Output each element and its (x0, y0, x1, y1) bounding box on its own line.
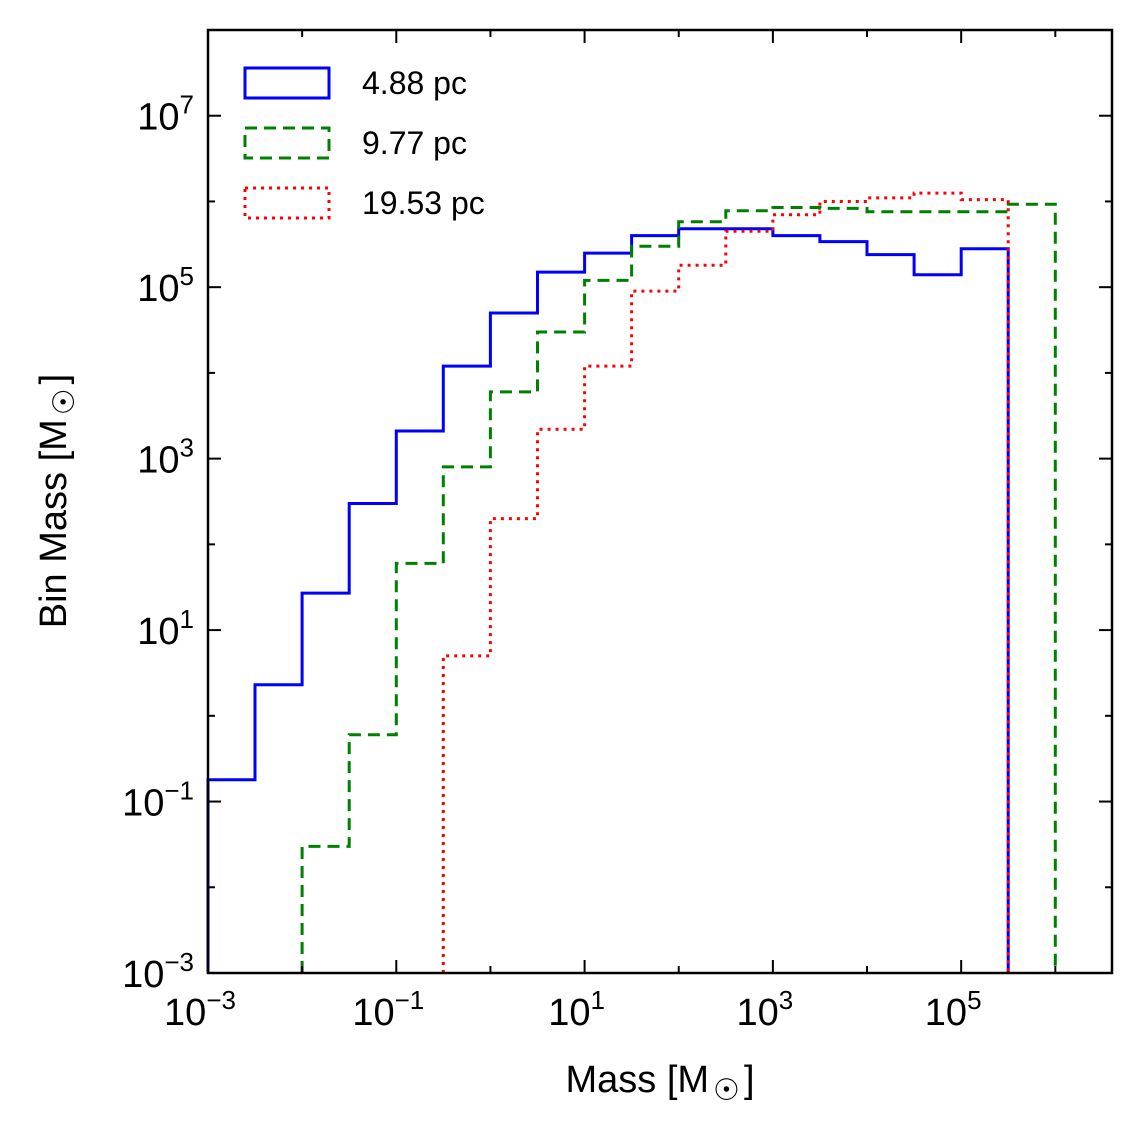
series-line-2 (300, 202, 1057, 973)
y-tick-label: 101 (137, 604, 194, 653)
y-axis-label: Bin Mass [M☉] (33, 374, 81, 629)
x-axis-label: Mass [M ☉] (565, 1059, 754, 1107)
x-tick-label: 10−3 (164, 985, 236, 1034)
series-line-3 (441, 191, 1010, 973)
y-tick-label: 105 (137, 261, 194, 310)
plot-frame (206, 28, 1114, 975)
x-tick-label: 105 (925, 985, 982, 1034)
y-tick-label: 10−3 (122, 947, 194, 996)
legend-swatch-3 (243, 186, 331, 220)
x-tick-label: 103 (737, 985, 794, 1034)
legend-swatch-1 (243, 66, 331, 100)
legend-label-2: 9.77 pc (362, 125, 467, 161)
ticks-layer: 10−3 10−1 101 103 105 10−3 10−1 101 103 105 107 (122, 29, 1112, 1034)
series-layer (206, 191, 1057, 973)
y-tick-label: 103 (137, 433, 194, 482)
legend-swatch-2 (243, 126, 331, 160)
legend: 4.88 pc 9.77 pc 19.53 pc (243, 65, 485, 221)
y-tick-label: 107 (137, 90, 194, 139)
x-tick-label: 10−1 (352, 985, 424, 1034)
y-tick-label: 10−1 (122, 776, 194, 825)
legend-label-1: 4.88 pc (362, 65, 467, 101)
series-line-1 (206, 227, 1010, 973)
x-tick-label: 101 (548, 985, 605, 1034)
legend-label-3: 19.53 pc (362, 185, 485, 221)
